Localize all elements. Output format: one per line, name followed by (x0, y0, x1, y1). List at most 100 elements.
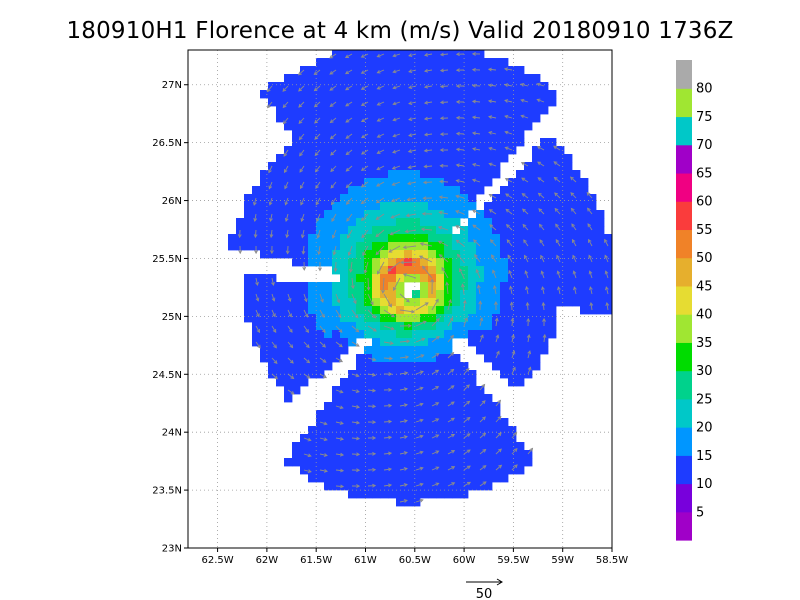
wind-vector-head (345, 184, 350, 189)
wind-speed-cell (252, 186, 261, 195)
wind-speed-cell (484, 250, 493, 259)
wind-vector (387, 261, 401, 272)
wind-speed-cell (284, 186, 293, 195)
wind-speed-cell (476, 346, 485, 355)
wind-speed-cell (428, 330, 437, 339)
wind-speed-cell (508, 74, 517, 83)
wind-speed-cell (332, 114, 341, 123)
wind-vector (303, 373, 311, 379)
wind-vector-head (376, 86, 381, 90)
wind-vector (590, 302, 593, 311)
wind-speed-cell (260, 218, 269, 227)
wind-speed-cell (388, 194, 397, 203)
wind-speed-cell (476, 250, 485, 259)
wind-speed-cell (300, 90, 309, 99)
wind-vector (254, 213, 257, 222)
wind-speed-cell (420, 338, 429, 347)
wind-speed-cell (324, 402, 333, 411)
wind-speed-cell (476, 282, 485, 291)
wind-vector-head (542, 317, 546, 322)
wind-speed-cell (580, 194, 589, 203)
wind-vector (361, 133, 369, 139)
wind-vector-head (441, 266, 446, 271)
wind-speed-cell (484, 146, 493, 155)
wind-speed-cell (452, 106, 461, 115)
wind-speed-cell (420, 186, 429, 195)
wind-speed-cell (404, 386, 413, 395)
wind-speed-cell (420, 170, 429, 179)
wind-vector (346, 149, 353, 155)
wind-speed-cell (436, 274, 445, 283)
wind-speed-cell (548, 330, 557, 339)
wind-vector-head (498, 448, 502, 453)
wind-speed-cell (396, 98, 405, 107)
wind-speed-cell (292, 74, 301, 83)
wind-speed-cell (324, 194, 333, 203)
wind-vector-head (529, 447, 534, 452)
wind-speed-cell (548, 202, 557, 211)
wind-speed-cell (500, 202, 509, 211)
wind-speed-cell (396, 58, 405, 67)
wind-vector-head (489, 224, 494, 228)
wind-speed-cell (468, 322, 477, 331)
wind-speed-cell (508, 434, 517, 443)
wind-vector-head (586, 191, 591, 196)
wind-vector (330, 165, 337, 172)
wind-vector-head (482, 432, 487, 437)
wind-speed-cell (396, 362, 405, 371)
wind-speed-cell (372, 98, 381, 107)
wind-speed-cell (508, 146, 517, 155)
wind-vector (255, 277, 258, 286)
wind-speed-cell (468, 258, 477, 267)
wind-speed-cell (276, 250, 285, 259)
wind-speed-cell (340, 442, 349, 451)
wind-speed-cell (420, 162, 429, 171)
wind-speed-cell (356, 58, 365, 67)
wind-speed-cell (508, 258, 517, 267)
wind-vector (521, 162, 529, 167)
wind-vector-head (421, 211, 426, 216)
wind-speed-cell (468, 90, 477, 99)
wind-vector-head (466, 433, 471, 437)
wind-speed-cell (524, 242, 533, 251)
wind-speed-cell (292, 82, 301, 91)
wind-vector (331, 213, 337, 222)
wind-speed-cell (292, 154, 301, 163)
wind-vector-head (419, 242, 424, 246)
wind-speed-cell (364, 98, 373, 107)
wind-vector (283, 149, 289, 157)
wind-vector-head (525, 285, 529, 291)
wind-vector-head (408, 133, 413, 137)
wind-vector-head (455, 84, 460, 88)
wind-speed-cell (236, 218, 245, 227)
wind-speed-cell (292, 186, 301, 195)
wind-speed-cell (412, 202, 421, 211)
wind-vector-head (403, 483, 408, 487)
wind-speed-cell (436, 250, 445, 259)
wind-speed-cell (292, 258, 301, 267)
colorbar-swatch (676, 60, 692, 89)
wind-speed-cell (564, 154, 573, 163)
wind-vector-head (387, 483, 393, 488)
wind-speed-cell (324, 418, 333, 427)
wind-speed-cell (276, 282, 285, 291)
wind-vector-head (538, 208, 543, 213)
wind-speed-cell (404, 194, 413, 203)
wind-speed-cell (404, 242, 413, 251)
wind-speed-cell (532, 210, 541, 219)
wind-speed-cell (452, 122, 461, 131)
wind-vector (553, 145, 561, 151)
wind-speed-cell (308, 234, 317, 243)
wind-speed-cell (484, 402, 493, 411)
wind-speed-cell (500, 450, 509, 459)
wind-speed-cell (588, 210, 597, 219)
wind-speed-cell (276, 242, 285, 251)
wind-speed-cell (308, 202, 317, 211)
wind-vector-head (435, 402, 440, 406)
wind-speed-cell (372, 242, 381, 251)
wind-vector (299, 149, 305, 157)
wind-speed-cell (452, 218, 461, 227)
wind-speed-cell (300, 122, 309, 131)
wind-vector (605, 286, 609, 295)
wind-speed-cell (492, 266, 501, 275)
